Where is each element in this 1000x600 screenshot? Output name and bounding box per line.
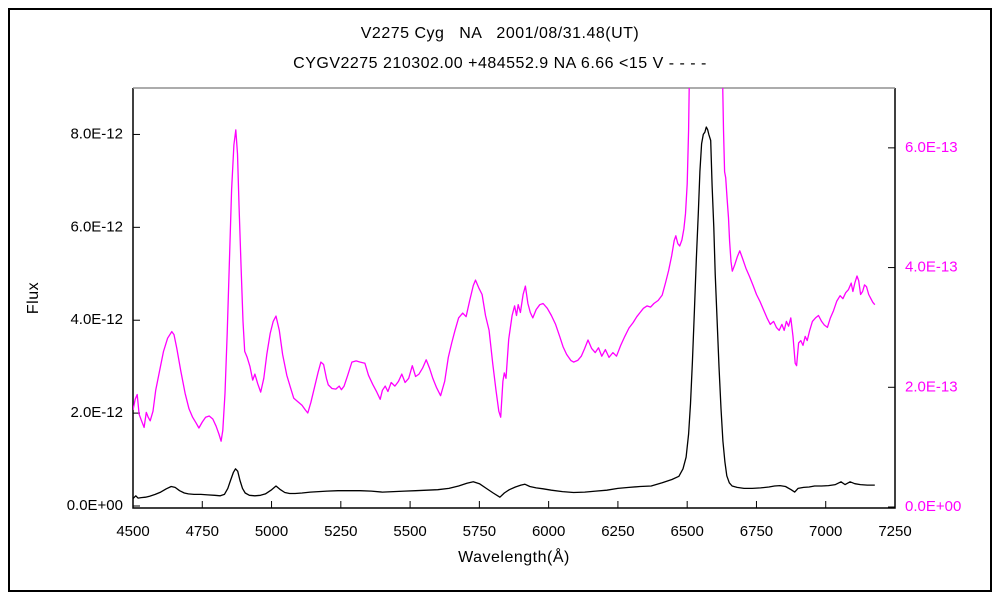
x-axis-tick-label: 6750 [740, 523, 773, 540]
comparison-spectrum-line [133, 88, 876, 442]
plot-area [133, 88, 876, 500]
x-axis-tick-label: 6250 [601, 523, 634, 540]
x-axis-tick-label: 6000 [532, 523, 565, 540]
left-axis-tick-label: 8.0E-12 [70, 125, 123, 142]
x-axis-tick-label: 5750 [463, 523, 496, 540]
x-axis-tick-label: 7000 [809, 523, 842, 540]
left-axis-tick-label: 0.0E+00 [67, 497, 123, 514]
right-axis-tick-label: 2.0E-13 [905, 378, 958, 395]
right-axis-tick-label: 4.0E-13 [905, 259, 958, 276]
plot-border [132, 88, 896, 509]
x-axis-label-wavelength: Wavelength(Å) [458, 549, 570, 566]
chart-title: V2275 Cyg NA 2001/08/31.48(UT) [360, 25, 640, 42]
right-axis-tick-label: 6.0E-13 [905, 139, 958, 156]
right-axis-tick-label: 0.0E+00 [905, 498, 961, 515]
x-axis-tick-label: 4750 [186, 523, 219, 540]
object-flux-spectrum-line [133, 126, 875, 500]
x-axis-tick-label: 4500 [116, 523, 149, 540]
x-axis-tick-label: 5000 [255, 523, 288, 540]
chart-subtitle: CYGV2275 210302.00 +484552.9 NA 6.66 <15… [293, 55, 707, 72]
left-axis-tick-label: 2.0E-12 [70, 404, 123, 421]
x-axis-tick-label: 7250 [878, 523, 911, 540]
x-axis-tick-label: 6500 [670, 523, 703, 540]
left-axis-tick-label: 6.0E-12 [70, 218, 123, 235]
x-axis-tick-label: 5500 [393, 523, 426, 540]
left-axis-tick-label: 4.0E-12 [70, 311, 123, 328]
x-axis-tick-label: 5250 [324, 523, 357, 540]
